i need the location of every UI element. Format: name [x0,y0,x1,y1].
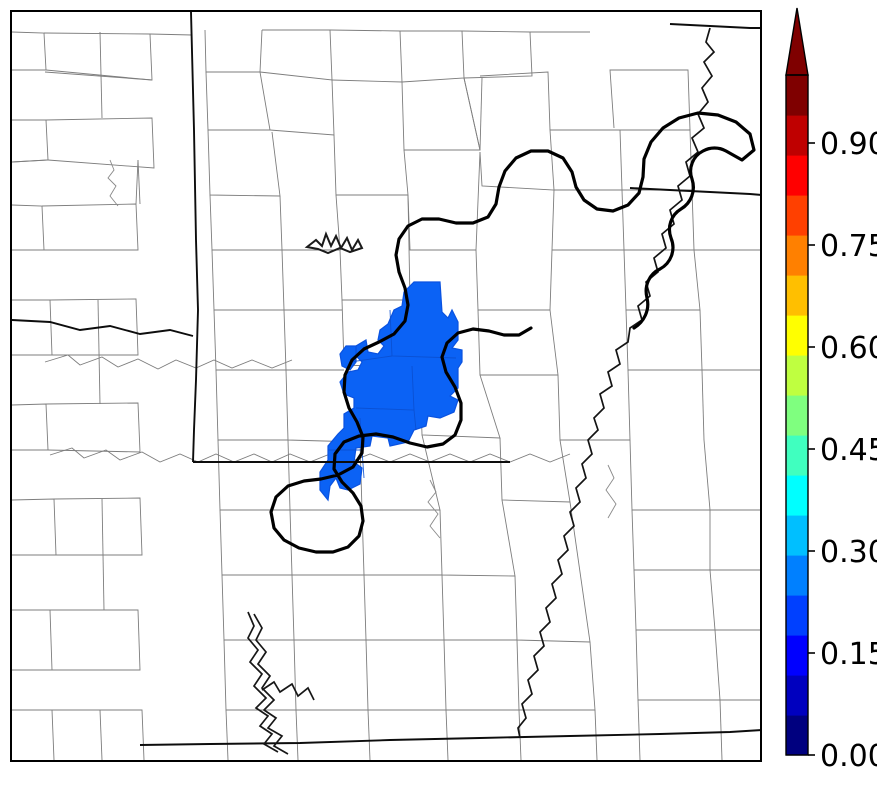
colorbar-tick-label: 0.60 [820,331,877,366]
river-arkansas [246,611,315,755]
colorbar-band [786,715,808,756]
colorbar-tick-label: 0.45 [820,433,877,468]
colorbar-ticks [808,142,815,756]
lake-icon [304,231,364,255]
colorbar-band [786,115,808,156]
colorbar-band [786,635,808,676]
colorbar-tick-label: 0.15 [820,637,877,672]
map-panel [10,10,762,762]
colorbar-tick-label: 0.30 [820,535,877,570]
colorbar-band [786,675,808,716]
colorbar-extend-arrow [785,7,809,76]
colorbar-tick-label: 0.90 [820,127,877,162]
river-mississippi [517,27,716,739]
shaded-basin-region [319,281,463,502]
colorbar-panel: 0.90 0.75 0.60 0.45 0.30 0.15 0.00 [780,0,877,785]
colorbar-band [786,475,808,516]
colorbar-band [786,595,808,636]
map-canvas [11,11,762,762]
colorbar-bands [786,75,808,756]
colorbar-outline [785,74,809,756]
colorbar-band [786,275,808,316]
colorbar-tick-labels: 0.90 0.75 0.60 0.45 0.30 0.15 0.00 [820,127,877,774]
colorbar-band [786,315,808,356]
colorbar-band [786,515,808,556]
state-boundaries-layer [11,11,762,762]
colorbar-band [786,195,808,236]
colorbar-tick-label: 0.00 [820,739,877,774]
colorbar-band [786,395,808,436]
colorbar-band [786,155,808,196]
colorbar-band [786,75,808,116]
colorbar-canvas: 0.90 0.75 0.60 0.45 0.30 0.15 0.00 [785,7,877,774]
basin-outline [269,111,756,554]
colorbar-tick-label: 0.75 [820,229,877,264]
colorbar-band [786,355,808,396]
colorbar-band [786,555,808,596]
county-detail-wiggles [107,159,617,539]
colorbar-band [786,435,808,476]
colorbar-band [786,235,808,276]
